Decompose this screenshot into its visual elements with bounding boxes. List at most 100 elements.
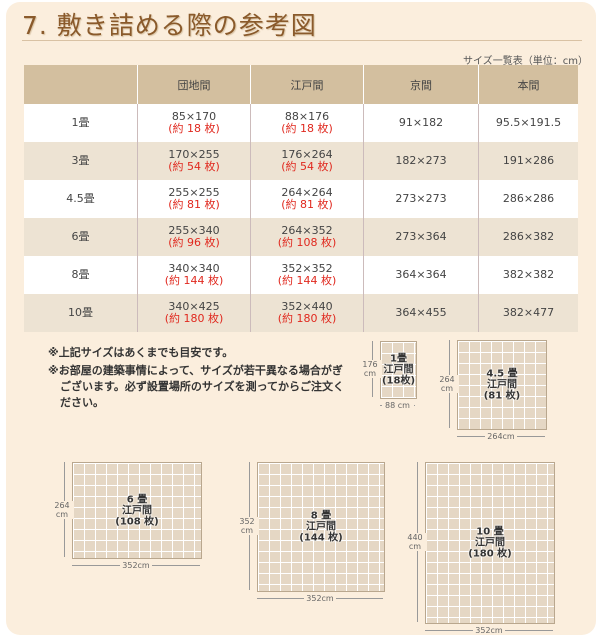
size-table: 団地間 江戸間 京間 本間 1畳 85×170 (約 18 枚) 88×176 (約… xyxy=(24,65,578,332)
diagram-type: 江戸間 xyxy=(487,379,517,391)
tile-diagram: 4.5 畳江戸間 (81 枚) xyxy=(457,340,547,430)
page-title: 7. 敷き詰める際の参考図 xyxy=(22,11,317,40)
tile-diagram: 1畳 江戸間 (18枚) xyxy=(380,341,417,399)
divider xyxy=(22,40,582,41)
count: (約 81 枚) xyxy=(168,198,220,211)
size: 85×170 xyxy=(171,110,217,123)
table-row: 4.5畳 255×255 (約 81 枚) 264×264 (約 81 枚) 273… xyxy=(24,180,578,218)
cell-danchi: 170×255 (約 54 枚) xyxy=(137,142,251,180)
diagram-size: 4.5 畳 xyxy=(486,368,518,380)
cell-danchi: 340×340 (約 144 枚) xyxy=(137,256,251,294)
diagram-size: 6 畳 xyxy=(126,494,148,505)
row-label: 1畳 xyxy=(24,104,138,142)
cell-kyo: 364×455 xyxy=(363,294,479,332)
height-label: 176 cm xyxy=(358,360,382,378)
diagram-size: 1畳 xyxy=(390,353,407,365)
cell-edo: 352×352 (約 144 枚) xyxy=(250,256,364,294)
header-hon: 本間 xyxy=(478,65,578,104)
cell-kyo: 273×364 xyxy=(363,218,479,256)
diagram-type: 江戸間 xyxy=(475,537,505,549)
table-row: 8畳 340×340 (約 144 枚) 352×352 (約 144 枚) 364… xyxy=(24,256,578,294)
diagram-type: 江戸間 xyxy=(383,364,414,376)
tile-diagram: 10 畳江戸間 (180 枚) xyxy=(425,462,555,624)
cell-hon: 286×382 xyxy=(478,218,578,256)
count: (約 180 枚) xyxy=(277,312,337,325)
diagram-count: (108 枚) xyxy=(115,516,159,527)
cell-danchi: 340×425 (約 180 枚) xyxy=(137,294,251,332)
cell-hon: 382×382 xyxy=(478,256,578,294)
height-label: 352 cm xyxy=(235,517,259,535)
diagram-type: 江戸間 xyxy=(306,521,336,533)
diagram-count: (81 枚) xyxy=(483,390,521,402)
diagram-label: 4.5 畳江戸間 (81 枚) xyxy=(458,369,546,402)
table-row: 1畳 85×170 (約 18 枚) 88×176 (約 18 枚) 91×182 … xyxy=(24,104,578,142)
tile-diagram: 8 畳江戸間 (144 枚) xyxy=(257,462,385,592)
cell-edo: 176×264 (約 54 枚) xyxy=(250,142,364,180)
count: (約 81 枚) xyxy=(281,198,333,211)
size: 88×176 xyxy=(284,110,330,123)
diagram-count: (144 枚) xyxy=(299,532,343,544)
header-danchi: 団地間 xyxy=(137,65,251,104)
cell-danchi: 255×340 (約 96 枚) xyxy=(137,218,251,256)
diagram-label: 6 畳江戸間 (108 枚) xyxy=(73,494,201,527)
row-label: 10畳 xyxy=(24,294,138,332)
cell-kyo: 273×273 xyxy=(363,180,479,218)
count: (約 96 枚) xyxy=(168,236,220,249)
count: (約 144 枚) xyxy=(164,274,224,287)
cell-edo: 264×264 (約 81 枚) xyxy=(250,180,364,218)
diagram-size: 10 畳 xyxy=(476,526,504,538)
header-blank xyxy=(24,65,138,104)
note-2: ※お部屋の建築事情によって、サイズが若干異なる場合がぎございます。必ず設置場所の… xyxy=(48,364,345,409)
diagram-label: 8 畳江戸間 (144 枚) xyxy=(258,511,384,544)
size: 255×255 xyxy=(168,186,220,199)
table-row: 6畳 255×340 (約 96 枚) 264×352 (約 108 枚) 273×… xyxy=(24,218,578,256)
width-label: 264cm xyxy=(485,432,517,441)
row-label: 4.5畳 xyxy=(24,180,138,218)
count: (約 180 枚) xyxy=(164,312,224,325)
width-label: 352cm xyxy=(304,594,336,603)
height-label: 440 cm xyxy=(403,533,427,551)
size: 176×264 xyxy=(281,148,333,161)
header-kyo: 京間 xyxy=(363,65,479,104)
width-label: 352cm xyxy=(473,626,505,635)
header-edo: 江戸間 xyxy=(250,65,364,104)
diagram-label: 10 畳江戸間 (180 枚) xyxy=(426,527,554,560)
size: 352×440 xyxy=(281,300,333,313)
table-row: 10畳 340×425 (約 180 枚) 352×440 (約 180 枚) 36… xyxy=(24,294,578,332)
size: 352×352 xyxy=(281,262,333,275)
count: (約 54 枚) xyxy=(281,160,333,173)
cell-hon: 382×477 xyxy=(478,294,578,332)
cell-kyo: 91×182 xyxy=(363,104,479,142)
height-label: 264 cm xyxy=(50,500,74,519)
size: 255×340 xyxy=(168,224,220,237)
cell-edo: 352×440 (約 180 枚) xyxy=(250,294,364,332)
width-label: 352cm xyxy=(120,561,152,570)
size: 170×255 xyxy=(168,148,220,161)
cell-hon: 95.5×191.5 xyxy=(478,104,578,142)
cell-kyo: 182×273 xyxy=(363,142,479,180)
count: (約 18 枚) xyxy=(168,122,220,135)
cell-kyo: 364×364 xyxy=(363,256,479,294)
row-label: 8畳 xyxy=(24,256,138,294)
table-caption: サイズ一覧表（単位：cm） xyxy=(463,56,588,67)
row-label: 3畳 xyxy=(24,142,138,180)
count: (約 108 枚) xyxy=(277,236,337,249)
size: 340×425 xyxy=(168,300,220,313)
size: 264×264 xyxy=(281,186,333,199)
count: (約 18 枚) xyxy=(281,122,333,135)
diagram-count: (180 枚) xyxy=(468,548,512,560)
cell-hon: 191×286 xyxy=(478,142,578,180)
cell-edo: 88×176 (約 18 枚) xyxy=(250,104,364,142)
cell-hon: 286×286 xyxy=(478,180,578,218)
cell-danchi: 85×170 (約 18 枚) xyxy=(137,104,251,142)
size: 340×340 xyxy=(168,262,220,275)
cell-danchi: 255×255 (約 81 枚) xyxy=(137,180,251,218)
row-label: 6畳 xyxy=(24,218,138,256)
table-row: 3畳 170×255 (約 54 枚) 176×264 (約 54 枚) 182×2… xyxy=(24,142,578,180)
note-1: ※上記サイズはあくまでも目安です。 xyxy=(48,346,234,359)
diagram-count: (18枚) xyxy=(381,375,416,387)
cell-edo: 264×352 (約 108 枚) xyxy=(250,218,364,256)
size: 264×352 xyxy=(281,224,333,237)
count: (約 54 枚) xyxy=(168,160,220,173)
tile-diagram: 6 畳江戸間 (108 枚) xyxy=(72,462,202,559)
